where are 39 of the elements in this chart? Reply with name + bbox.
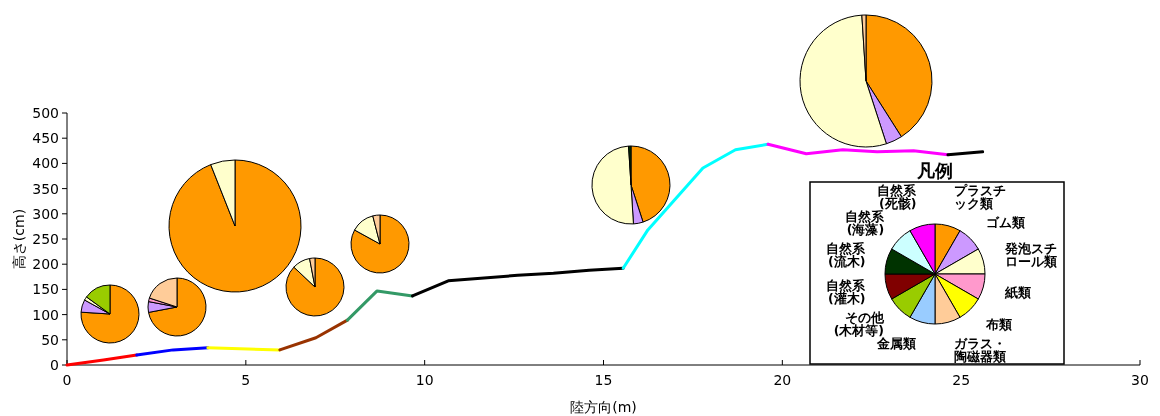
- pie-slice: [168, 159, 302, 293]
- slice-label: 布類: [984, 316, 1012, 332]
- x-tick-label: 5: [241, 372, 251, 388]
- x-tick-label: 0: [62, 372, 72, 388]
- slice-label: 自然系(死骸): [877, 182, 918, 211]
- slice-label: 紙類: [1003, 284, 1031, 300]
- y-tick-label: 0: [50, 356, 59, 373]
- y-tick-label: 250: [32, 230, 59, 247]
- y-tick-label: 400: [32, 155, 59, 172]
- x-tick-label: 15: [594, 372, 613, 388]
- slice-label: 発泡スチロール類: [1003, 240, 1057, 269]
- line-series: [766, 142, 950, 157]
- line-series: [621, 142, 770, 270]
- x-tick-label: 30: [1131, 372, 1149, 388]
- y-tick-label: 200: [32, 256, 59, 273]
- pie-slice: [80, 284, 140, 344]
- slice-label: 自然系(流木): [826, 240, 867, 269]
- line-series: [411, 266, 625, 298]
- x-tick-label: 20: [773, 372, 792, 388]
- slice-label: 自然系(灌木): [826, 277, 867, 306]
- y-tick-label: 300: [32, 205, 59, 222]
- chart-title: 凡例: [916, 160, 953, 181]
- y-tick-label: 150: [32, 281, 59, 298]
- y-tick-label: 100: [32, 306, 59, 323]
- pie-slice: [148, 277, 207, 337]
- y-tick-label: 350: [32, 180, 59, 197]
- x-tick-label: 25: [952, 372, 971, 388]
- y-tick-label: 500: [32, 104, 59, 121]
- pie-slice: [350, 214, 410, 274]
- y-axis-title: 高さ(cm): [11, 208, 27, 270]
- y-tick-label: 50: [41, 331, 59, 348]
- x-tick-label: 10: [415, 372, 434, 388]
- slice-label: その他(木材等): [833, 309, 886, 338]
- y-tick-label: 450: [32, 130, 59, 147]
- slice-label: プラスチック類: [953, 182, 1006, 211]
- x-axis-title: 陸方向(m): [570, 399, 637, 415]
- pie-slice: [285, 257, 345, 317]
- slice-label: ゴム類: [985, 214, 1025, 230]
- slice-label: ガラス・陶磁器類: [953, 335, 1006, 364]
